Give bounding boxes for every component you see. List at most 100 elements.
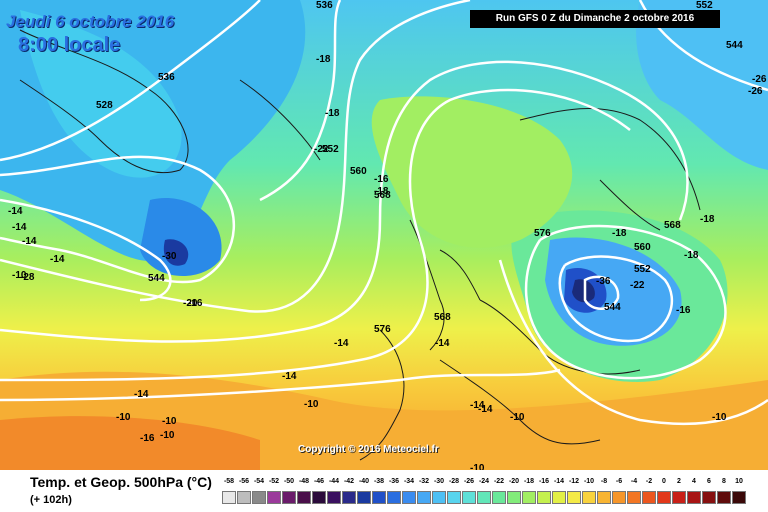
legend-color-swatch xyxy=(312,491,326,504)
legend-tick-label: -58 xyxy=(223,478,235,485)
legend-tick-label: -4 xyxy=(630,478,638,485)
legend-tick-label: -10 xyxy=(583,478,595,485)
legend-tick-label: -44 xyxy=(328,478,340,485)
color-scale: -58 -56 -54 -52 -50 -48 -46 -44 -42 -40 -38 -36 -34-… xyxy=(222,478,754,506)
temperature-label: -16 xyxy=(140,433,155,444)
low-pressure-atlantic xyxy=(140,198,222,277)
legend-color-swatch xyxy=(282,491,296,504)
legend-tick-label: -30 xyxy=(433,478,445,485)
legend-tick-label: -34 xyxy=(403,478,415,485)
legend-title: Temp. et Geop. 500hPa (°C) xyxy=(30,474,212,490)
legend-tick-label: -54 xyxy=(253,478,265,485)
legend-color-swatch xyxy=(447,491,461,504)
legend-color-swatch xyxy=(627,491,641,504)
temperature-label: -22 xyxy=(314,144,329,155)
temperature-label: -14 xyxy=(12,222,27,233)
geopotential-label: 544 xyxy=(604,302,621,313)
legend-tick-label: -2 xyxy=(645,478,653,485)
legend-tick-label: -38 xyxy=(373,478,385,485)
legend-tick-label: -16 xyxy=(538,478,550,485)
legend-subtitle: (+ 102h) xyxy=(30,494,72,506)
legend-tick-label: -24 xyxy=(478,478,490,485)
legend-color-swatch xyxy=(267,491,281,504)
temperature-label: -10 xyxy=(160,430,175,441)
temperature-label: -14 xyxy=(478,404,493,415)
legend-tick-label: -20 xyxy=(508,478,520,485)
geopotential-label: 560 xyxy=(634,242,651,253)
legend-tick-label: 6 xyxy=(707,478,711,485)
legend-tick-label: -50 xyxy=(283,478,295,485)
geopotential-label: 552 xyxy=(696,0,713,11)
low-pressure-core-atlantic xyxy=(163,239,189,266)
legend-tick-label: -18 xyxy=(523,478,535,485)
legend-tick-label: -56 xyxy=(238,478,250,485)
geopotential-label: 536 xyxy=(316,0,333,11)
temperature-label: -10 xyxy=(12,270,27,281)
model-run-banner: Run GFS 0 Z du Dimanche 2 octobre 2016 xyxy=(470,10,720,28)
temperature-label: -20 xyxy=(183,298,198,309)
temperature-label: -10 xyxy=(116,412,131,423)
temperature-label: -26 xyxy=(748,86,763,97)
temperature-label: -36 xyxy=(596,276,611,287)
geopotential-label: 552 xyxy=(634,264,651,275)
temperature-label: -14 xyxy=(50,254,65,265)
temperature-label: -18 xyxy=(374,186,389,197)
legend-color-swatch xyxy=(357,491,371,504)
temperature-label: -10 xyxy=(162,416,177,427)
legend-tick-label: 2 xyxy=(677,478,681,485)
legend-color-swatch xyxy=(612,491,626,504)
geopotential-label: 568 xyxy=(664,220,681,231)
legend-color-swatch xyxy=(432,491,446,504)
legend-color-swatch xyxy=(642,491,656,504)
legend-tick-label: 8 xyxy=(722,478,726,485)
legend-tick-label: -32 xyxy=(418,478,430,485)
legend-color-swatch xyxy=(657,491,671,504)
temperature-label: -30 xyxy=(162,251,177,262)
legend-color-swatch xyxy=(672,491,686,504)
temperature-geopotential-map xyxy=(0,0,768,470)
legend-tick-label: -22 xyxy=(493,478,505,485)
temperature-label: -18 xyxy=(684,250,699,261)
legend-tick-label: -40 xyxy=(358,478,370,485)
temperature-label: -14 xyxy=(134,389,149,400)
geopotential-label: 568 xyxy=(374,190,391,201)
hot-region-south xyxy=(0,416,260,470)
legend-color-swatch xyxy=(297,491,311,504)
geopotential-label: 544 xyxy=(726,40,743,51)
legend-color-swatch xyxy=(402,491,416,504)
legend-color-swatch xyxy=(717,491,731,504)
cold-core-center xyxy=(572,279,595,303)
legend-tick-label: -8 xyxy=(600,478,608,485)
legend-tick-label: 4 xyxy=(692,478,696,485)
legend-tick-label: -14 xyxy=(553,478,565,485)
legend-color-swatch xyxy=(687,491,701,504)
ridge-field xyxy=(371,96,573,248)
forecast-time: 8:00 locale xyxy=(18,34,121,56)
temperature-label: -16 xyxy=(374,174,389,185)
temperature-label: -10 xyxy=(304,399,319,410)
legend-tick-label: -42 xyxy=(343,478,355,485)
legend-color-swatch xyxy=(552,491,566,504)
greenland-field xyxy=(20,10,182,178)
temperature-label: -18 xyxy=(316,54,331,65)
legend-color-swatch xyxy=(537,491,551,504)
geopotential-label: 544 xyxy=(148,273,165,284)
geopotential-label: 560 xyxy=(350,166,367,177)
legend-tick-label: -26 xyxy=(463,478,475,485)
temperature-label: -14 xyxy=(435,338,450,349)
legend-tick-label: -52 xyxy=(268,478,280,485)
temperature-label: -18 xyxy=(700,214,715,225)
forecast-date: Jeudi 6 octobre 2016 xyxy=(6,12,175,31)
legend-color-swatch xyxy=(702,491,716,504)
legend-color-swatch xyxy=(507,491,521,504)
temperature-label: -26 xyxy=(752,74,767,85)
temperature-label: -14 xyxy=(334,338,349,349)
legend-tick-label: 0 xyxy=(662,478,666,485)
legend-tick-label: -6 xyxy=(615,478,623,485)
geopotential-label: 536 xyxy=(158,72,175,83)
temperature-label: -28 xyxy=(20,272,35,283)
legend-color-swatch xyxy=(732,491,746,504)
temperature-label: -14 xyxy=(22,236,37,247)
temperature-label: -18 xyxy=(325,108,340,119)
